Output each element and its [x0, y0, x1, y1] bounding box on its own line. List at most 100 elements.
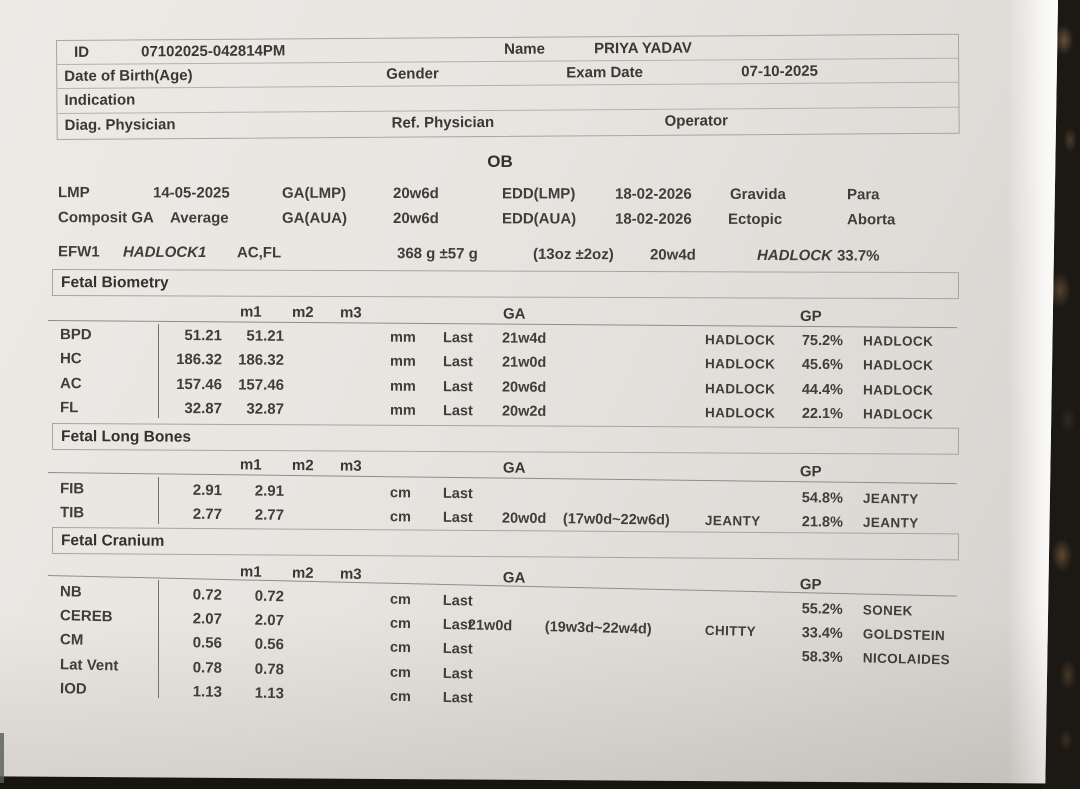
gp-percentile: 22.1%	[801, 405, 844, 423]
section-title: Fetal Cranium	[60, 532, 165, 550]
lmp-value: 14-05-2025	[152, 184, 230, 202]
ref-physician-label: Ref. Physician	[391, 113, 495, 132]
ga-reference: JEANTY	[704, 512, 761, 529]
ga-range: (19w3d~22w4d)	[544, 619, 652, 638]
trend-mode: Last	[442, 509, 473, 527]
ob-line-composit: Composit GA Average GA(AUA) 20w6d EDD(AU…	[0, 206, 960, 233]
edd-aua-value: 18-02-2026	[614, 210, 692, 228]
indication-label: Indication	[64, 91, 136, 110]
edd-aua-label: EDD(AUA)	[501, 210, 577, 228]
fetal-long-bones-section-header: Fetal Long Bones	[51, 423, 960, 455]
efw-label: EFW1	[57, 243, 100, 261]
ectopic-label: Ectopic	[727, 210, 783, 229]
measure-label: CM	[59, 631, 84, 649]
efw-percentile: 33.7%	[836, 247, 880, 265]
ga-value: 21w0d	[467, 617, 513, 635]
measure-value: 0.56	[192, 634, 223, 652]
measure-m1: 0.72	[254, 587, 285, 606]
measure-label: AC	[59, 375, 82, 393]
efw-params: AC,FL	[236, 244, 282, 262]
measure-value: 2.07	[192, 610, 223, 628]
lmp-label: LMP	[57, 184, 90, 202]
diag-physician-label: Diag. Physician	[64, 115, 176, 134]
measure-label: FIB	[59, 480, 85, 498]
para-label: Para	[846, 186, 880, 204]
section-title: Fetal Biometry	[60, 274, 169, 292]
section-title: Fetal Long Bones	[60, 428, 192, 446]
gp-reference: GOLDSTEIN	[862, 626, 946, 644]
efw-reference: HADLOCK	[756, 246, 833, 265]
ob-line-efw: EFW1 HADLOCK1 AC,FL 368 g ±57 g (13oz ±2…	[0, 240, 960, 269]
measure-unit: mm	[389, 402, 416, 419]
measure-unit: cm	[389, 591, 412, 609]
divider-line	[158, 477, 160, 524]
gp-percentile: 44.4%	[801, 381, 844, 399]
measure-m1: 32.87	[246, 400, 285, 418]
measure-m1: 0.56	[254, 635, 285, 654]
measure-unit: mm	[389, 378, 416, 395]
efw-ga: 20w4d	[649, 246, 696, 264]
trend-mode: Last	[442, 640, 473, 658]
trend-mode: Last	[442, 330, 473, 347]
gp-percentile: 58.3%	[801, 649, 843, 666]
measure-label: NB	[59, 583, 82, 601]
measure-m1: 2.07	[254, 611, 285, 630]
ga-value: 20w0d	[501, 510, 547, 528]
col-m2: m2	[291, 564, 314, 582]
measure-unit: cm	[389, 639, 412, 657]
measure-value: 157.46	[176, 375, 223, 394]
gp-percentile: 55.2%	[801, 601, 843, 618]
gender-label: Gender	[386, 65, 439, 83]
gp-percentile: 21.8%	[801, 514, 844, 531]
measure-label: HC	[59, 350, 82, 368]
measure-unit: cm	[389, 664, 412, 682]
measure-m1: 51.21	[246, 327, 285, 345]
measure-label: FL	[59, 399, 79, 417]
ga-range: (17w0d~22w6d)	[562, 511, 670, 529]
measure-unit: mm	[389, 329, 416, 346]
ga-reference: HADLOCK	[704, 356, 776, 372]
measure-m1: 2.91	[254, 482, 285, 500]
measure-unit: cm	[389, 615, 412, 633]
gravida-label: Gravida	[729, 185, 786, 204]
measure-m1: 1.13	[254, 684, 285, 703]
efw-ounces: (13oz ±2oz)	[532, 245, 614, 264]
measure-value: 51.21	[184, 327, 223, 345]
fetal-cranium-section-header: Fetal Cranium	[51, 527, 960, 561]
measure-value: 2.91	[192, 481, 223, 500]
trend-mode: Last	[442, 485, 473, 503]
ga-aua-value: 20w6d	[392, 210, 439, 228]
measure-label: Lat Vent	[59, 656, 119, 675]
divider-line	[158, 324, 160, 418]
aborta-label: Aborta	[846, 211, 896, 229]
measure-label: TIB	[59, 504, 85, 522]
ob-section-title: OB	[487, 152, 513, 171]
efw-method: HADLOCK1	[122, 243, 207, 262]
measure-m1: 157.46	[238, 376, 285, 394]
gp-percentile: 54.8%	[801, 490, 844, 507]
edd-lmp-label: EDD(LMP)	[501, 185, 576, 203]
ga-reference: HADLOCK	[704, 332, 776, 348]
ob-line-lmp: LMP 14-05-2025 GA(LMP) 20w6d EDD(LMP) 18…	[0, 181, 960, 208]
ga-value: 21w4d	[501, 330, 547, 347]
measure-unit: cm	[389, 688, 412, 706]
composit-ga-label: Composit GA	[57, 209, 154, 227]
measure-m1: 2.77	[254, 506, 285, 524]
ga-lmp-label: GA(LMP)	[281, 184, 347, 202]
col-m1: m1	[239, 563, 262, 581]
gp-reference: HADLOCK	[862, 333, 934, 349]
ga-reference: HADLOCK	[704, 381, 776, 397]
gp-reference: JEANTY	[862, 490, 919, 507]
id-label: ID	[74, 43, 90, 61]
col-m3: m3	[339, 565, 362, 584]
ga-reference: CHITTY	[704, 622, 757, 639]
exam-date-value: 07-10-2025	[741, 62, 819, 81]
report-paper	[0, 0, 1058, 784]
measure-value: 2.77	[192, 505, 223, 524]
fetal-biometry-section-header: Fetal Biometry	[51, 269, 960, 300]
name-label: Name	[504, 40, 545, 58]
gp-percentile: 45.6%	[801, 356, 844, 374]
col-gp: GP	[799, 575, 822, 594]
